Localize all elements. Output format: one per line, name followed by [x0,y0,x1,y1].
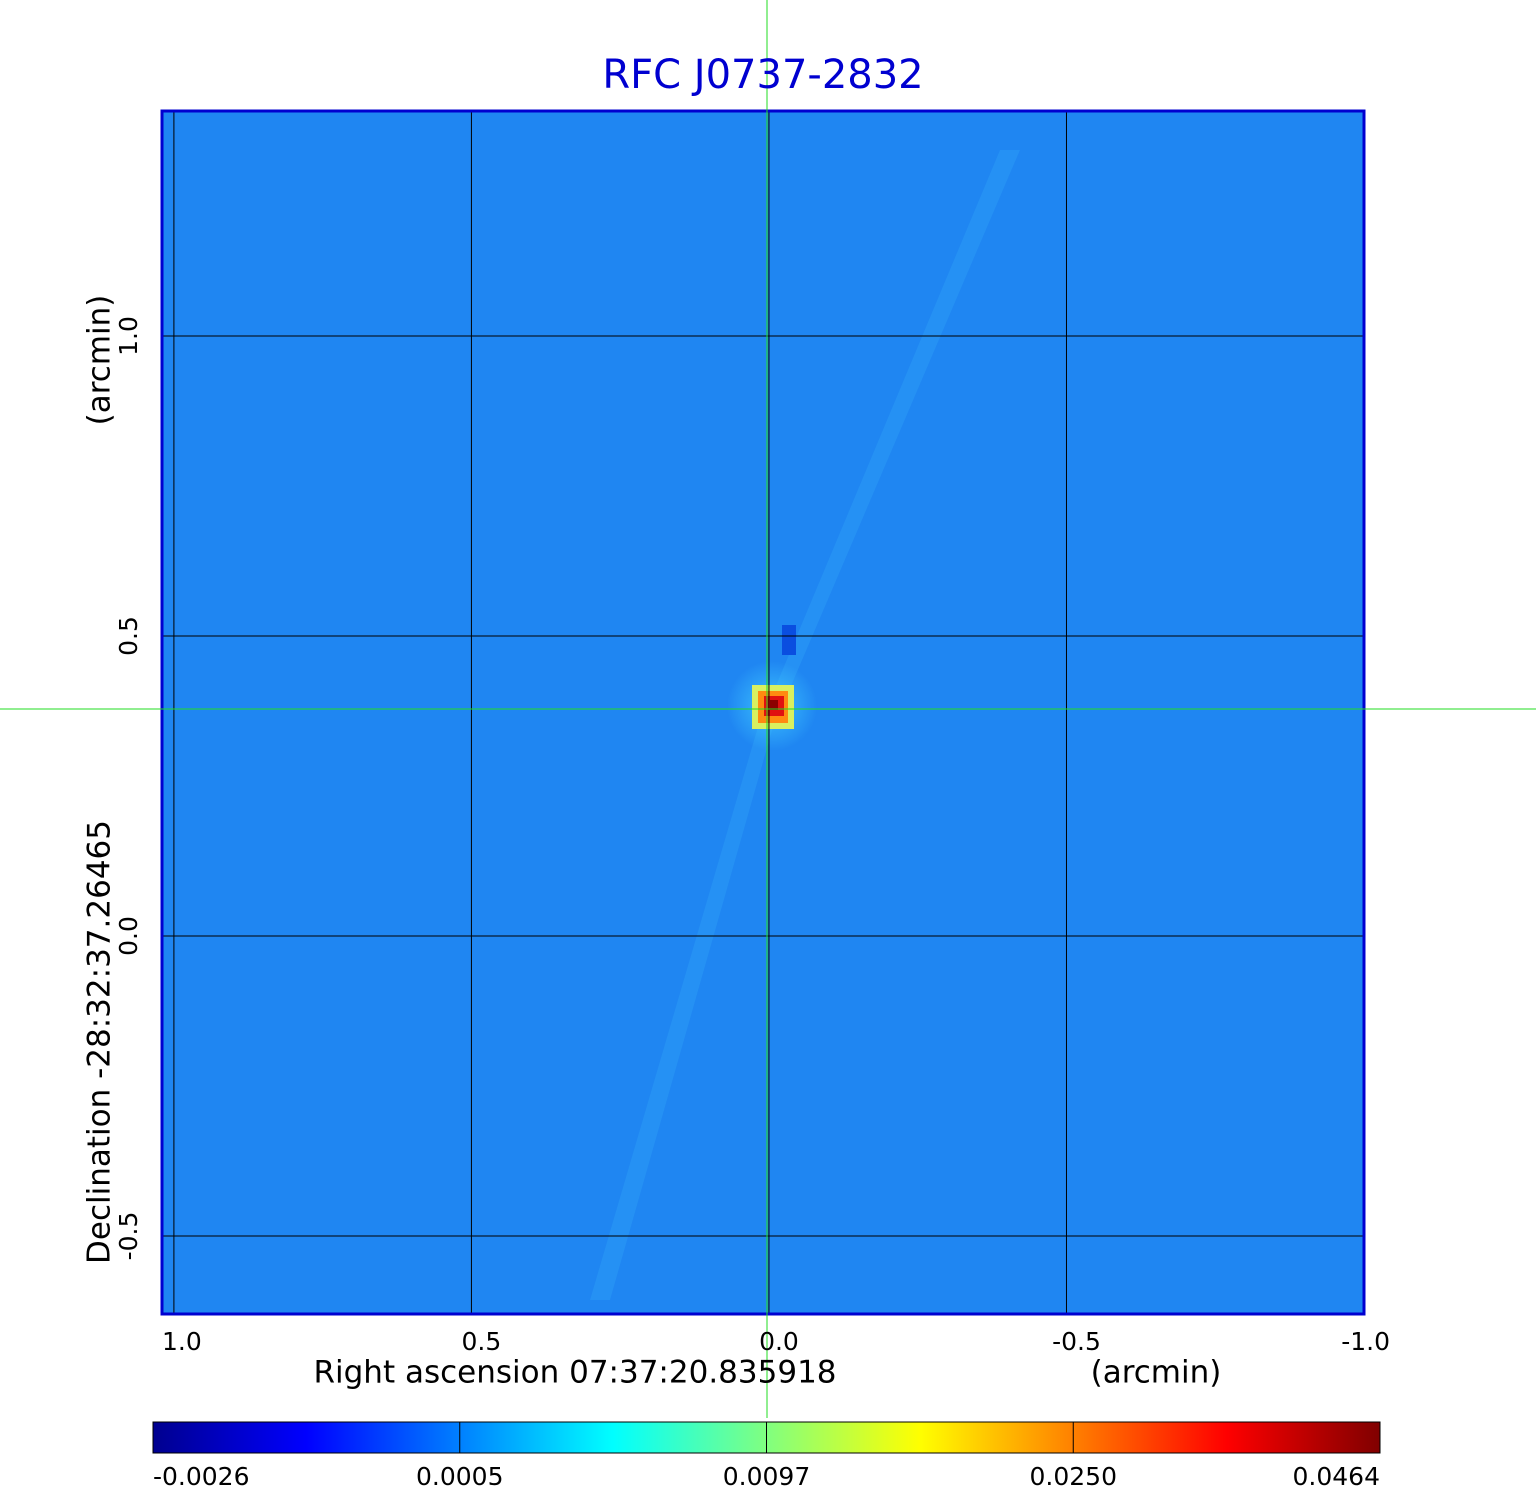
y-axis-label: Declination -28:32:37.26465 [82,820,118,1264]
colorbar-tick-label: 0.0464 [1293,1462,1380,1491]
sidelobe [770,150,1020,700]
grid [162,111,1365,1314]
x-tick-label: -0.5 [1052,1327,1101,1356]
x-axis-label: Right ascension 07:37:20.835918 [313,1355,836,1391]
y-tick-label: 0.5 [114,616,143,656]
x-axis-unit: (arcmin) [1091,1355,1222,1391]
negative-lobe [782,625,796,655]
x-tick-label: 0.5 [462,1327,502,1356]
y-tick-label: 1.0 [114,316,143,356]
y-tick-label: -0.5 [114,1212,143,1261]
frame [160,109,1366,1316]
colorbar-tick-label: 0.0097 [723,1462,810,1491]
x-tick-label: 1.0 [162,1327,202,1356]
colorbar-tick-label: 0.0005 [416,1462,503,1491]
colorbar-tick-label: 0.0250 [1030,1462,1117,1491]
chart-title: RFC J0737-2832 [602,52,923,98]
y-axis-unit: (arcmin) [82,295,118,426]
source-peak [770,700,778,710]
colorbar-tick-label: -0.0026 [153,1462,250,1491]
x-tick-label: 0.0 [759,1327,799,1356]
sidelobe [590,720,775,1300]
y-tick-label: 0.0 [114,916,143,956]
x-tick-label: -1.0 [1341,1327,1390,1356]
